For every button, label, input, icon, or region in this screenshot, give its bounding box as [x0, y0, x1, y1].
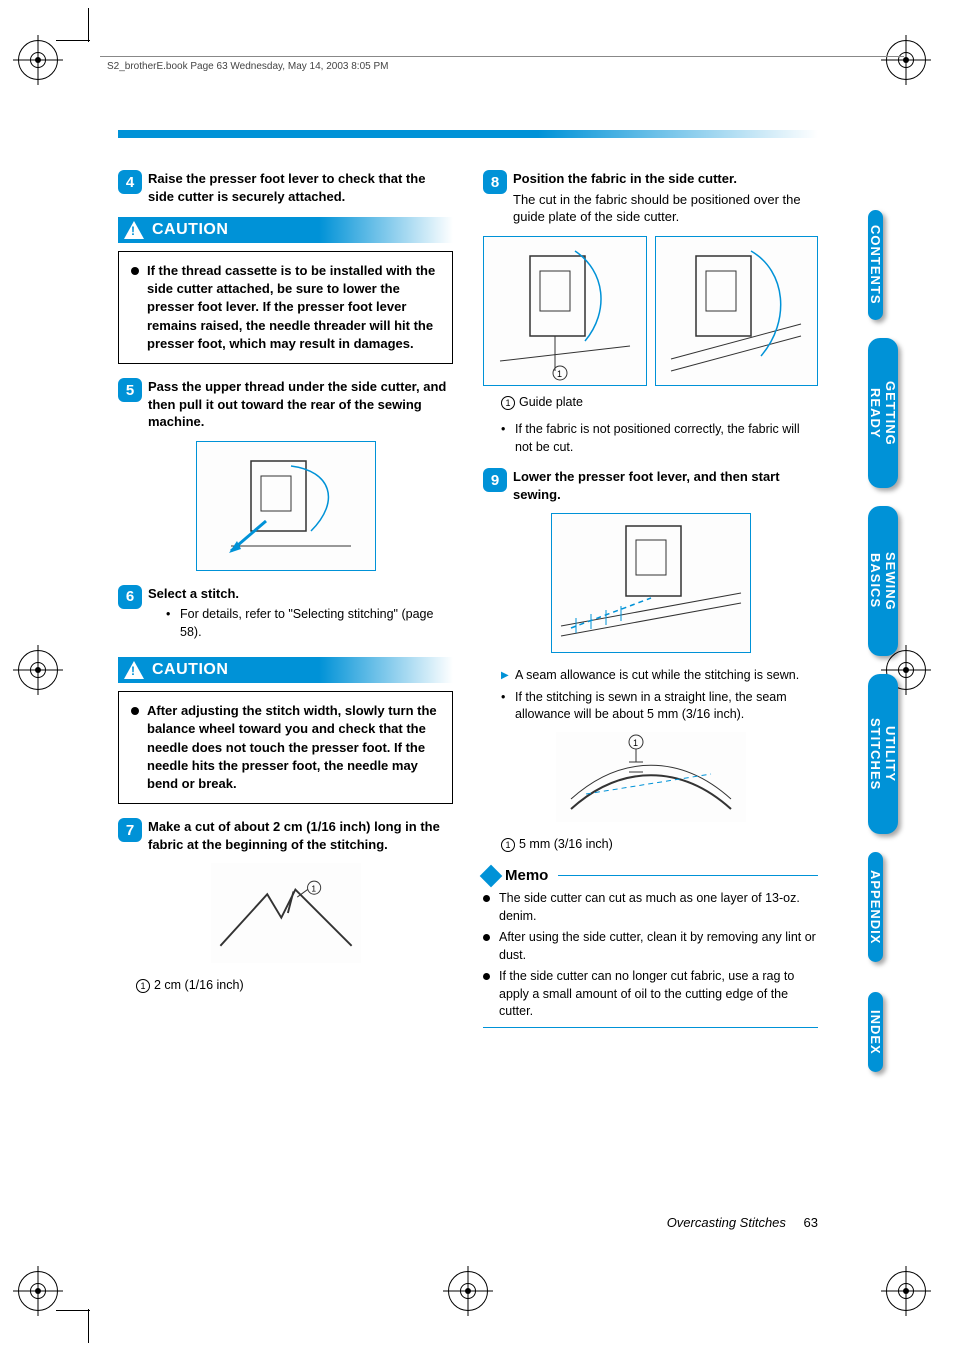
step-8-callout: 1Guide plate: [501, 394, 818, 412]
left-column: 4 Raise the presser foot lever to check …: [118, 170, 453, 1028]
step-4: 4 Raise the presser foot lever to check …: [118, 170, 453, 205]
footer-page: 63: [804, 1215, 818, 1230]
page-body: 4 Raise the presser foot lever to check …: [118, 130, 818, 1230]
memo-body: The side cutter can cut as much as one l…: [483, 890, 818, 1021]
caution-2-box: After adjusting the stitch width, slowly…: [118, 691, 453, 804]
caution-1-text: If the thread cassette is to be installe…: [131, 262, 440, 353]
caution-1-box: If the thread cassette is to be installe…: [118, 251, 453, 364]
step-6-sub: For details, refer to "Selecting stitchi…: [166, 606, 453, 641]
svg-text:1: 1: [633, 738, 638, 748]
tab-index[interactable]: INDEX: [868, 992, 883, 1072]
step-8: 8 Position the fabric in the side cutter…: [483, 170, 818, 226]
step-9-note: If the stitching is sewn in a straight l…: [501, 689, 818, 724]
step-8-sub: The cut in the fabric should be position…: [513, 191, 818, 226]
regmark-tl: [18, 40, 58, 80]
svg-text:1: 1: [311, 884, 316, 894]
caution-2-banner: ! CAUTION: [118, 657, 453, 683]
header-rule: [100, 56, 904, 57]
step-9-arrow-note: A seam allowance is cut while the stitch…: [501, 667, 818, 685]
caution-icon: !: [124, 661, 144, 679]
page-top-bar: [118, 130, 818, 138]
step-9-title: Lower the presser foot lever, and then s…: [513, 469, 780, 502]
memo-item-2: After using the side cutter, clean it by…: [483, 929, 818, 964]
step-9: 9 Lower the presser foot lever, and then…: [483, 468, 818, 503]
crop-bl-v: [88, 1309, 89, 1343]
seam-dim-illustration: 1: [556, 732, 746, 822]
step-8-note: If the fabric is not positioned correctl…: [501, 421, 818, 456]
step-9-illustration: [551, 513, 751, 653]
seam-dim-callout: 15 mm (3/16 inch): [501, 836, 818, 854]
regmark-br: [886, 1271, 926, 1311]
step-6-num: 6: [118, 585, 142, 609]
footer-section: Overcasting Stitches: [667, 1215, 786, 1230]
tab-sewing-basics[interactable]: SEWING BASICS: [868, 506, 898, 656]
step-9-num: 9: [483, 468, 507, 492]
step-5: 5 Pass the upper thread under the side c…: [118, 378, 453, 431]
memo-item-3: If the side cutter can no longer cut fab…: [483, 968, 818, 1021]
caution-1-banner: ! CAUTION: [118, 217, 453, 243]
step-4-num: 4: [118, 170, 142, 194]
step-7-title: Make a cut of about 2 cm (1/16 inch) lon…: [148, 819, 440, 852]
memo-icon: [480, 864, 503, 887]
step-6-title: Select a stitch.: [148, 586, 239, 601]
step-4-title: Raise the presser foot lever to check th…: [148, 171, 425, 204]
step-8-num: 8: [483, 170, 507, 194]
caution-2-text: After adjusting the stitch width, slowly…: [131, 702, 440, 793]
caution-2-label: CAUTION: [152, 661, 228, 679]
crop-bl-h: [56, 1310, 90, 1311]
step-7-callout: 12 cm (1/16 inch): [136, 977, 453, 995]
crop-tl-v: [88, 8, 89, 42]
step-6: 6 Select a stitch. For details, refer to…: [118, 585, 453, 646]
tab-getting-ready[interactable]: GETTING READY: [868, 338, 898, 488]
step-5-num: 5: [118, 378, 142, 402]
regmark-tr: [886, 40, 926, 80]
step-7-num: 7: [118, 818, 142, 842]
step-8-illustrations: 1: [483, 236, 818, 386]
memo-header: Memo: [483, 867, 818, 884]
step-8-title: Position the fabric in the side cutter.: [513, 171, 737, 186]
right-column: 8 Position the fabric in the side cutter…: [483, 170, 818, 1028]
step-5-illustration: [196, 441, 376, 571]
regmark-bl: [18, 1271, 58, 1311]
svg-text:1: 1: [557, 369, 562, 379]
tab-utility-stitches[interactable]: UTILITY STITCHES: [868, 674, 898, 834]
memo-item-1: The side cutter can cut as much as one l…: [483, 890, 818, 925]
caution-icon: !: [124, 221, 144, 239]
tab-contents[interactable]: CONTENTS: [868, 210, 883, 320]
step-7: 7 Make a cut of about 2 cm (1/16 inch) l…: [118, 818, 453, 853]
page-footer: Overcasting Stitches 63: [667, 1215, 818, 1230]
side-tabs: CONTENTS GETTING READY SEWING BASICS UTI…: [868, 210, 916, 1090]
memo-label: Memo: [505, 867, 548, 884]
memo-bottom-rule: [483, 1027, 818, 1028]
regmark-bc: [448, 1271, 488, 1311]
tab-appendix[interactable]: APPENDIX: [868, 852, 883, 962]
crop-tl-h: [56, 40, 90, 41]
step-5-title: Pass the upper thread under the side cut…: [148, 379, 446, 429]
caution-1-label: CAUTION: [152, 221, 228, 239]
running-head: S2_brotherE.book Page 63 Wednesday, May …: [107, 61, 388, 72]
regmark-ml: [18, 650, 58, 690]
step-7-illustration: 1: [211, 863, 361, 963]
